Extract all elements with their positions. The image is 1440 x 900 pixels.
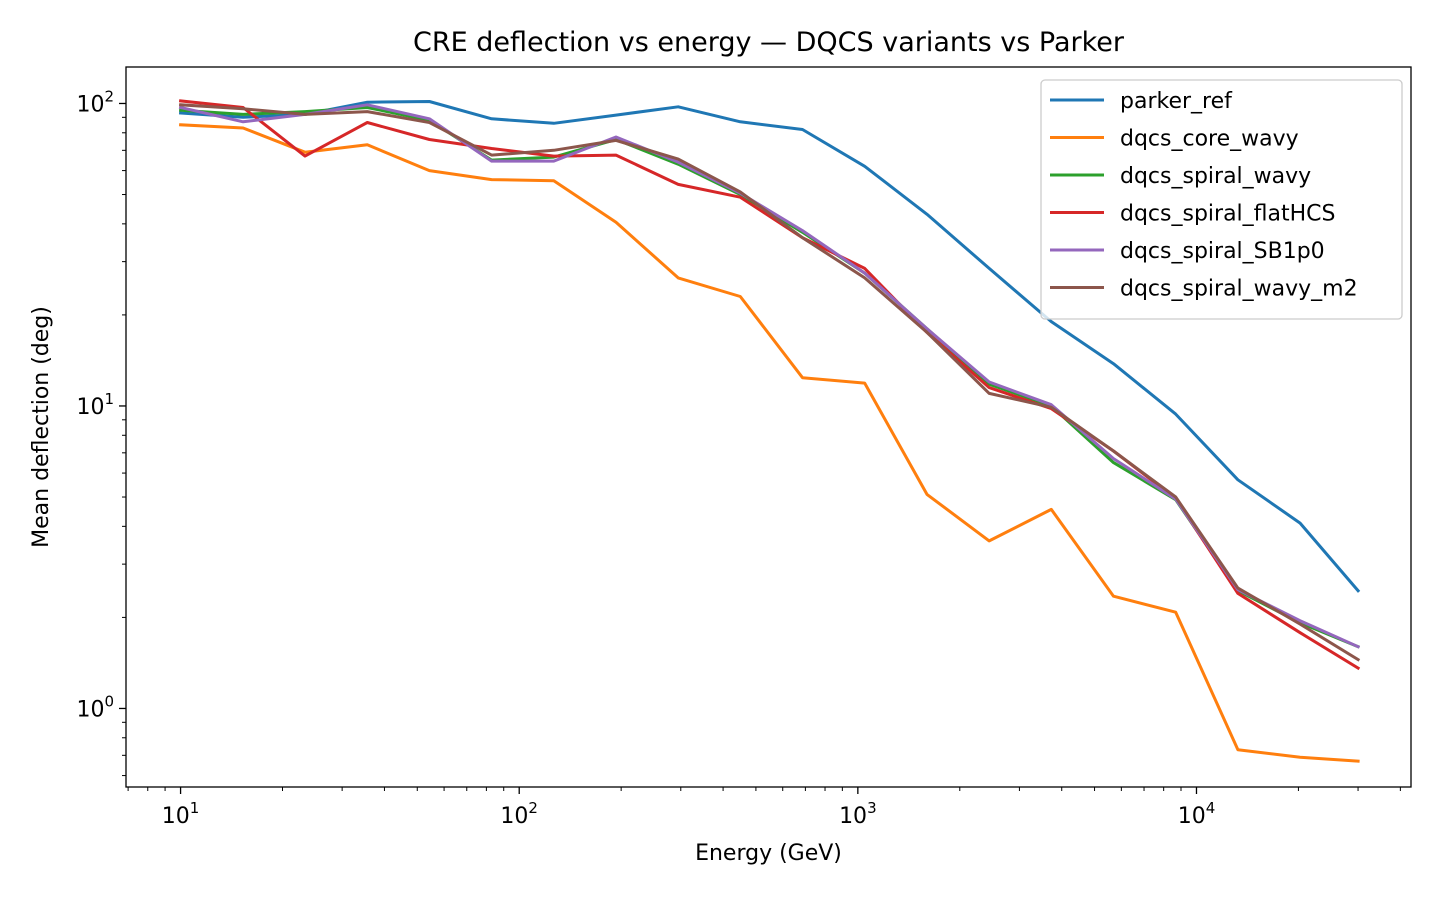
legend-label: dqcs_spiral_flatHCS [1120, 202, 1336, 227]
plot-frame [125, 66, 1412, 788]
series-line-dqcs-core-wavy [179, 123, 1360, 763]
y-tick-label: 102 [76, 87, 114, 117]
legend-label: dqcs_spiral_SB1p0 [1120, 239, 1325, 264]
x-tick-label: 103 [839, 799, 877, 829]
x-tick-label: 102 [500, 799, 538, 829]
series-line-dqcs-spiral-SB1p0 [178, 103, 1361, 649]
x-axis-label: Energy (GeV) [695, 841, 842, 866]
legend-label: dqcs_spiral_wavy_m2 [1120, 277, 1358, 302]
series-line-dqcs-spiral-wavy-m2 [179, 103, 1361, 662]
chart-title: CRE deflection vs energy — DQCS variants… [413, 27, 1125, 58]
x-tick-label: 104 [1178, 799, 1216, 829]
y-tick-label: 101 [76, 390, 114, 420]
x-axis-ticks: 101 102 103 104 [127, 787, 1401, 829]
plot-lines [178, 99, 1361, 763]
legend: parker_ref dqcs_core_wavy dqcs_spiral_wavy… [1040, 79, 1403, 320]
legend-label: dqcs_spiral_wavy [1120, 164, 1311, 189]
series-line-parker-ref [179, 100, 1361, 593]
y-tick-label: 100 [76, 692, 114, 722]
x-tick-label: 101 [162, 799, 200, 829]
legend-label: dqcs_core_wavy [1120, 127, 1299, 152]
y-axis-ticks: 100 101 102 [76, 87, 126, 777]
y-axis-label: Mean deflection (deg) [29, 306, 54, 548]
legend-label: parker_ref [1120, 89, 1233, 114]
legend-box [1040, 79, 1403, 320]
